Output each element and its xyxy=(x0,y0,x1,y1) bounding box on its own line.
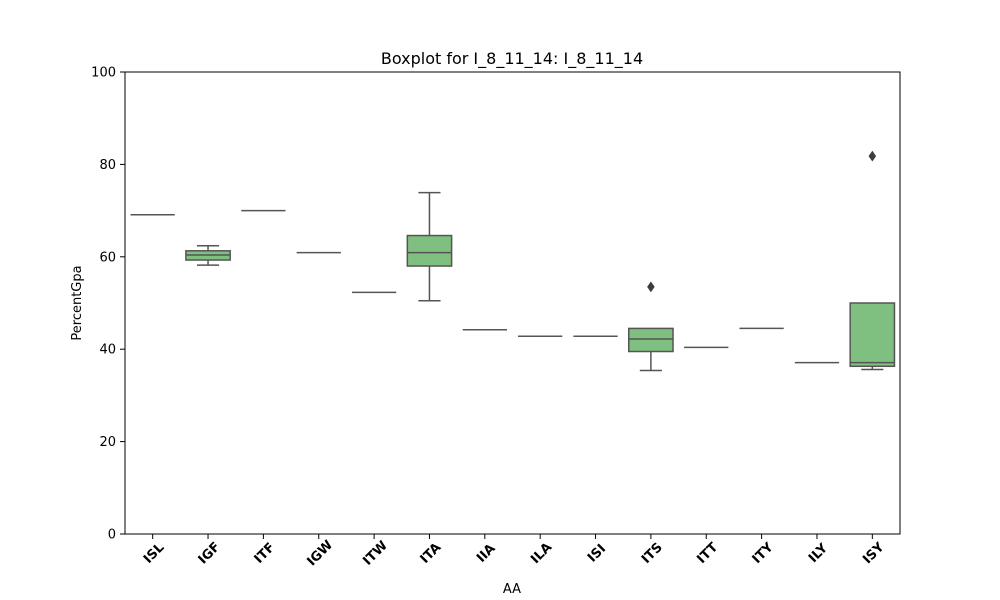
x-tick-label: ILY xyxy=(806,541,832,567)
x-tick-label: ISL xyxy=(141,540,168,567)
x-tick-label: ISY xyxy=(860,539,888,567)
y-tick-label: 40 xyxy=(99,343,116,358)
chart-title: Boxplot for I_8_11_14: I_8_11_14 xyxy=(381,49,643,69)
y-tick-label: 80 xyxy=(99,158,116,173)
x-tick-label: ITY xyxy=(750,540,777,567)
outlier-point xyxy=(868,150,877,162)
x-tick-label: IGF xyxy=(196,540,224,568)
box-its xyxy=(628,281,674,372)
box-iqr xyxy=(628,327,674,353)
x-tick-label: ITS xyxy=(639,540,666,567)
x-tick-label: ITA xyxy=(418,540,445,567)
x-tick-label: ILA xyxy=(528,540,555,567)
x-tick-label: IIA xyxy=(474,541,499,566)
box-iqr xyxy=(406,234,453,267)
outlier-point xyxy=(647,281,655,293)
box-ita xyxy=(406,191,453,302)
x-axis: ISL IGF ITF IGW ITW ITA IIA ILA ISI ITS ITT ITY ILY I… xyxy=(141,534,888,569)
x-axis-label: AA xyxy=(503,582,521,597)
y-tick-label: 0 xyxy=(108,528,116,543)
x-tick-label: ITF xyxy=(252,540,279,567)
box-iqr xyxy=(849,302,896,368)
y-axis: 0 20 40 60 80 100 xyxy=(91,66,125,543)
box-igf xyxy=(185,244,231,266)
plot-frame xyxy=(124,71,901,535)
x-tick-label: ISI xyxy=(585,541,609,565)
box-isy xyxy=(849,150,896,371)
plot-area xyxy=(130,150,896,372)
y-axis-label: PercentGpa xyxy=(70,265,85,340)
y-tick-label: 60 xyxy=(99,250,116,265)
y-tick-label: 100 xyxy=(91,66,116,81)
y-tick-label: 20 xyxy=(99,435,116,450)
x-tick-label: ITT xyxy=(694,540,721,567)
x-tick-label: IGW xyxy=(304,538,336,570)
x-tick-label: ITW xyxy=(360,538,390,568)
